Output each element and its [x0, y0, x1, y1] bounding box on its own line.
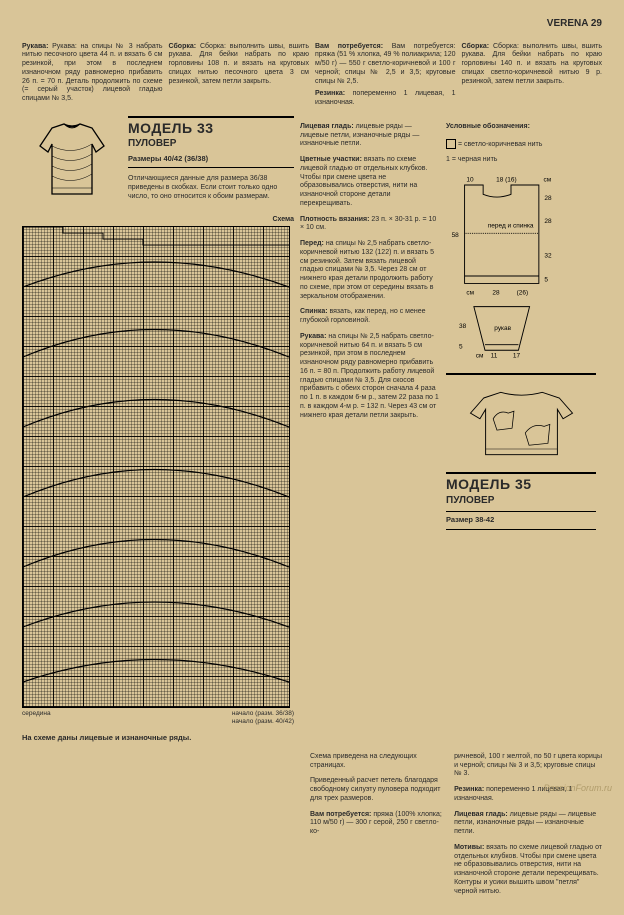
svg-text:см: см: [543, 176, 551, 183]
svg-text:перед и спинка: перед и спинка: [488, 223, 534, 230]
page-header: VERENA 29: [22, 18, 602, 31]
m35-c4d: Мотивы: вязать по схеме лицевой гладью о…: [454, 844, 602, 897]
top-c3: Вам потребуется: Вам потребуется: пряжа …: [315, 43, 456, 87]
svg-text:58: 58: [452, 232, 460, 239]
svg-text:10: 10: [466, 176, 474, 183]
svg-text:28: 28: [544, 195, 552, 202]
model35-title: МОДЕЛЬ 35: [446, 476, 596, 494]
m35-c4c: Лицевая гладь: лицевые ряды — лицевые пе…: [454, 811, 602, 837]
top-c1: Рукава: Рукава: на спицы № 3 набрать нит…: [22, 43, 163, 104]
svg-text:(26): (26): [517, 289, 529, 296]
model33-intro: Отличающиеся данные для размера 36/38 пр…: [128, 175, 294, 201]
m33-block: Рукава: на спицы № 2,5 набрать светло-ко…: [300, 333, 440, 421]
pattern-diagram-front: 10 18 (16) см перед и спинка 58 28 28 32…: [446, 172, 576, 358]
svg-text:28: 28: [544, 218, 552, 225]
model35-sub: ПУЛОВЕР: [446, 495, 596, 508]
m33-block: Перед: на спицы № 2,5 набрать светло-кор…: [300, 240, 440, 301]
svg-text:рукав: рукав: [494, 325, 511, 332]
model33-title-box: МОДЕЛЬ 33 ПУЛОВЕР Размеры 40/42 (36/38): [128, 116, 294, 168]
svg-text:18 (16): 18 (16): [496, 176, 517, 183]
model33-col3: Лицевая гладь: лицевые ряды — лицевые пе…: [300, 116, 440, 742]
model33-title: МОДЕЛЬ 33: [128, 120, 294, 138]
knitting-chart: [22, 226, 290, 708]
svg-text:см: см: [476, 353, 484, 358]
m33-block: Спинка: вязать, как перед, но с менее гл…: [300, 308, 440, 326]
svg-text:5: 5: [459, 343, 463, 350]
model33-sub: ПУЛОВЕР: [128, 138, 294, 151]
model33-size: Размеры 40/42 (36/38): [128, 154, 294, 163]
m35-p1: Схема приведена на следующих страницах.: [310, 753, 448, 771]
model35-size: Размер 38-42: [446, 515, 596, 524]
cat-sweater-illustration: [454, 381, 589, 466]
legend-2: 1 = черная нить: [446, 156, 596, 165]
model35-title-box: МОДЕЛЬ 35 ПУЛОВЕР Размер 38-42: [446, 472, 596, 529]
svg-text:32: 32: [544, 252, 552, 259]
svg-text:см: см: [466, 289, 474, 296]
scheme-label: Схема: [22, 216, 294, 225]
m35-p3: Вам потребуется: пряжа (100% хлопка; 110…: [310, 811, 448, 837]
legend-1: = светло-коричневая нить: [446, 139, 596, 150]
top-c3b: Резинка: попеременно 1 лицевая, 1 изнано…: [315, 90, 456, 108]
svg-text:28: 28: [492, 289, 500, 296]
top-c2: Сборка: Сборка: выполнить швы, вшить рук…: [169, 43, 310, 87]
watermark: PassionForum.ru: [543, 783, 612, 794]
top-c4: Сборка: Сборка: выполнить швы, вшить рук…: [462, 43, 603, 87]
svg-text:17: 17: [513, 353, 521, 358]
m33-block: Лицевая гладь: лицевые ряды — лицевые пе…: [300, 123, 440, 149]
m35-c4a: ричневой, 100 г желтой, по 50 г цвета ко…: [454, 753, 602, 779]
svg-text:38: 38: [459, 323, 467, 330]
chart-caption: середина начало (разм. 36/38) начало (ра…: [22, 710, 294, 726]
svg-text:11: 11: [491, 353, 498, 358]
chart-note: На схеме даны лицевые и изнаночные ряды.: [22, 733, 294, 742]
sweater-illustration: [22, 116, 122, 210]
top-row: Рукава: Рукава: на спицы № 3 набрать нит…: [22, 43, 602, 112]
m33-block: Цветные участки: вязать по схеме лицевой…: [300, 156, 440, 209]
legend-title: Условные обозначения:: [446, 123, 596, 132]
svg-text:5: 5: [544, 276, 548, 283]
m33-block: Плотность вязания: 23 п. × 30-31 р. = 10…: [300, 216, 440, 234]
